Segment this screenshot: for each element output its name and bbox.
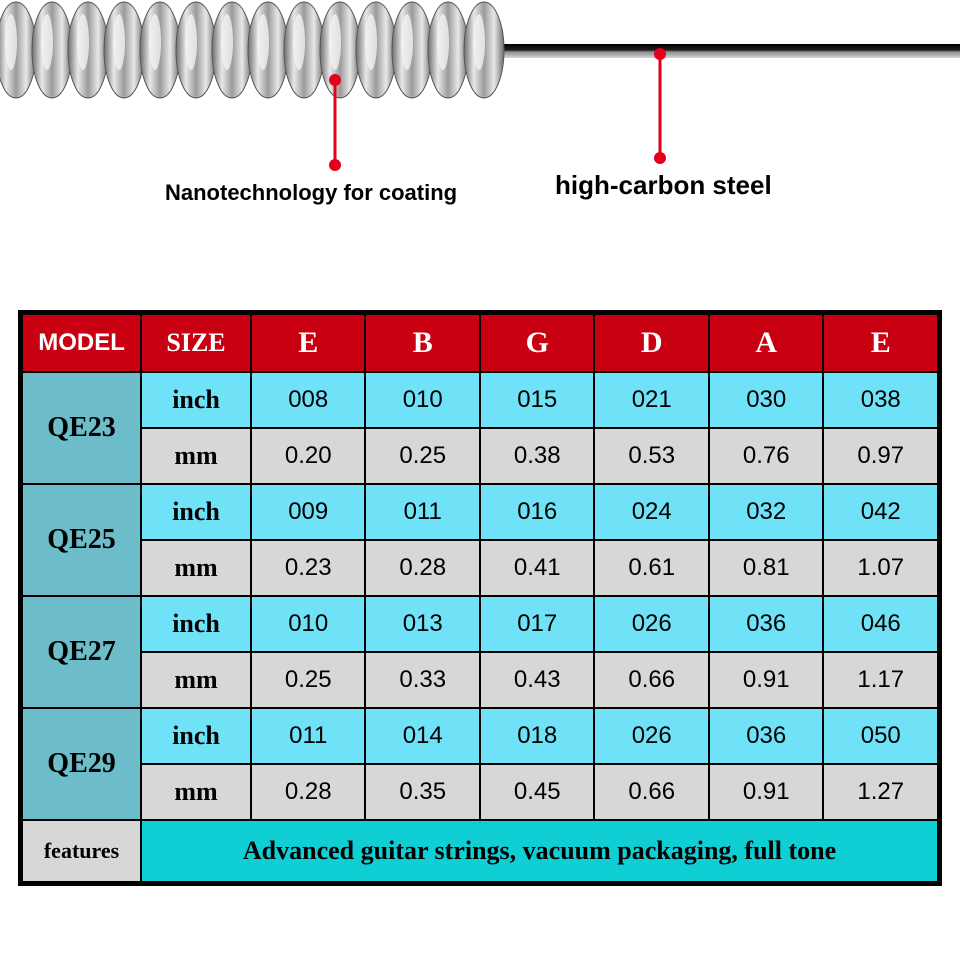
value-cell: 0.66 [594,652,709,708]
value-cell: 036 [709,596,824,652]
hdr-e2: E [823,314,938,372]
value-cell: 0.38 [480,428,595,484]
features-label: features [22,820,141,882]
size-cell-mm: mm [141,652,251,708]
value-cell: 021 [594,372,709,428]
value-cell: 0.76 [709,428,824,484]
value-cell: 011 [365,484,480,540]
table-row: mm0.250.330.430.660.911.17 [22,652,938,708]
value-cell: 011 [251,708,366,764]
value-cell: 014 [365,708,480,764]
value-cell: 036 [709,708,824,764]
model-cell: QE27 [22,596,141,708]
size-cell-mm: mm [141,764,251,820]
value-cell: 0.28 [251,764,366,820]
hdr-d: D [594,314,709,372]
value-cell: 0.91 [709,652,824,708]
hdr-model: MODEL [22,314,141,372]
hdr-g: G [480,314,595,372]
table-row: mm0.230.280.410.610.811.07 [22,540,938,596]
table-row: QE27inch010013017026036046 [22,596,938,652]
value-cell: 017 [480,596,595,652]
value-cell: 0.25 [365,428,480,484]
label-highcarbon: high-carbon steel [555,170,772,201]
table-row: mm0.200.250.380.530.760.97 [22,428,938,484]
spec-tbody: QE23inch008010015021030038mm0.200.250.38… [22,372,938,882]
spec-table-wrap: MODEL SIZE E B G D A E QE23inch008010015… [18,310,942,886]
spec-table: MODEL SIZE E B G D A E QE23inch008010015… [21,313,939,883]
value-cell: 030 [709,372,824,428]
value-cell: 0.45 [480,764,595,820]
value-cell: 038 [823,372,938,428]
value-cell: 1.17 [823,652,938,708]
table-row: QE29inch011014018026036050 [22,708,938,764]
value-cell: 010 [251,596,366,652]
value-cell: 0.61 [594,540,709,596]
hdr-size: SIZE [141,314,251,372]
value-cell: 016 [480,484,595,540]
model-cell: QE23 [22,372,141,484]
size-cell-inch: inch [141,372,251,428]
value-cell: 008 [251,372,366,428]
hdr-b: B [365,314,480,372]
value-cell: 026 [594,596,709,652]
value-cell: 0.20 [251,428,366,484]
value-cell: 046 [823,596,938,652]
value-cell: 050 [823,708,938,764]
value-cell: 015 [480,372,595,428]
value-cell: 0.28 [365,540,480,596]
hdr-a: A [709,314,824,372]
value-cell: 013 [365,596,480,652]
callout-steel [654,48,666,164]
value-cell: 0.66 [594,764,709,820]
size-cell-mm: mm [141,540,251,596]
table-row: QE25inch009011016024032042 [22,484,938,540]
coil-group [0,2,504,98]
value-cell: 018 [480,708,595,764]
value-cell: 042 [823,484,938,540]
value-cell: 0.43 [480,652,595,708]
value-cell: 032 [709,484,824,540]
value-cell: 026 [594,708,709,764]
size-cell-inch: inch [141,596,251,652]
features-row: featuresAdvanced guitar strings, vacuum … [22,820,938,882]
model-cell: QE25 [22,484,141,596]
wire-core [500,44,960,58]
table-row: QE23inch008010015021030038 [22,372,938,428]
table-row: mm0.280.350.450.660.911.27 [22,764,938,820]
value-cell: 010 [365,372,480,428]
size-cell-mm: mm [141,428,251,484]
string-svg [0,0,960,250]
value-cell: 0.97 [823,428,938,484]
value-cell: 0.23 [251,540,366,596]
value-cell: 009 [251,484,366,540]
size-cell-inch: inch [141,708,251,764]
value-cell: 0.81 [709,540,824,596]
value-cell: 0.33 [365,652,480,708]
value-cell: 0.35 [365,764,480,820]
label-nanotech: Nanotechnology for coating [165,180,457,206]
string-illustration: Nanotechnology for coating high-carbon s… [0,0,960,250]
value-cell: 0.25 [251,652,366,708]
features-value: Advanced guitar strings, vacuum packagin… [141,820,938,882]
header-row: MODEL SIZE E B G D A E [22,314,938,372]
value-cell: 024 [594,484,709,540]
value-cell: 1.07 [823,540,938,596]
value-cell: 1.27 [823,764,938,820]
value-cell: 0.53 [594,428,709,484]
value-cell: 0.91 [709,764,824,820]
hdr-e1: E [251,314,366,372]
size-cell-inch: inch [141,484,251,540]
value-cell: 0.41 [480,540,595,596]
model-cell: QE29 [22,708,141,820]
